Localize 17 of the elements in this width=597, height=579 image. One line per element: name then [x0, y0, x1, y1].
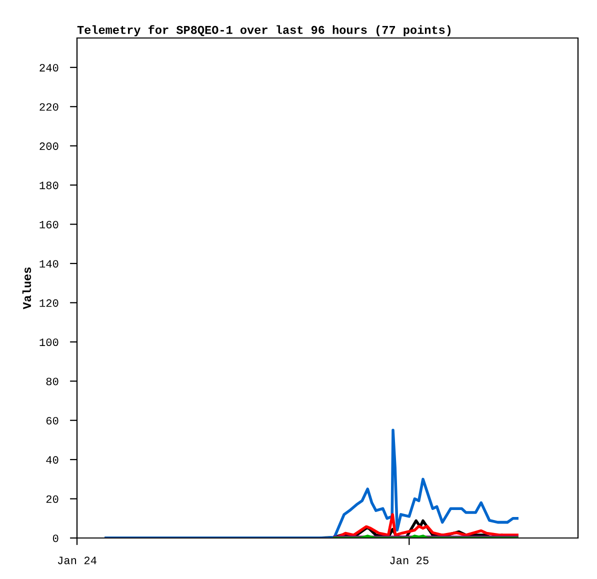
chart-title: Telemetry for SP8QEO-1 over last 96 hours (77 points) — [77, 25, 450, 36]
y-tick-label: 240 — [40, 64, 58, 72]
x-tick-label: Jan 25 — [390, 556, 428, 564]
y-axis-title: Values — [22, 267, 32, 310]
y-tick-label: 200 — [40, 142, 58, 150]
y-tick-label: 40 — [46, 456, 58, 464]
y-tick-label: 220 — [40, 103, 58, 111]
y-tick-label: 180 — [40, 182, 58, 190]
y-tick-label: 120 — [40, 299, 58, 307]
y-tick-label: 60 — [46, 416, 58, 424]
y-tick-label: 140 — [40, 260, 58, 268]
y-tick-label: 160 — [40, 220, 58, 228]
y-tick-label: 0 — [52, 534, 58, 542]
y-tick-label: 100 — [40, 338, 58, 346]
x-tick-label: Jan 24 — [58, 556, 96, 564]
y-tick-label: 80 — [46, 378, 58, 386]
y-tick-label: 20 — [46, 495, 58, 503]
